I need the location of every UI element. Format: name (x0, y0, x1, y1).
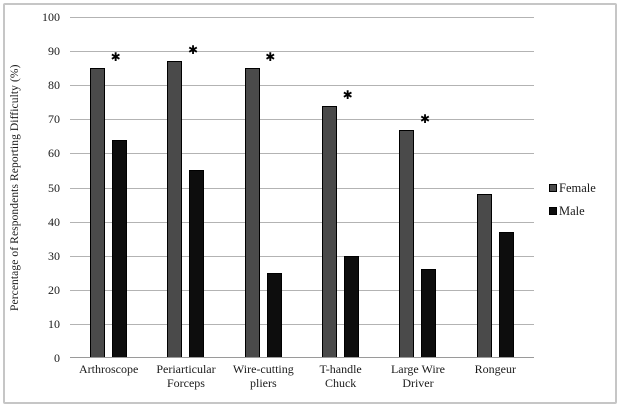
bar-female (399, 129, 415, 358)
bar-male (189, 170, 205, 358)
bar-female (90, 68, 106, 358)
y-tick-label: 100 (42, 10, 60, 24)
x-axis-category-labels: Arthroscope Periarticular Forceps Wire-cut… (70, 362, 534, 390)
x-category-label: Arthroscope (79, 362, 139, 376)
significance-asterisk: ✱ (187, 43, 199, 58)
bar-male (112, 139, 128, 358)
gridline (70, 221, 534, 223)
gridline (70, 289, 534, 291)
bar-male (498, 231, 514, 358)
x-axis-line (70, 357, 534, 358)
legend-item-female: Female (549, 182, 596, 195)
bar-group: ✱ (379, 17, 456, 358)
legend: Female Male (549, 182, 596, 217)
gridline (70, 119, 534, 121)
bar-male (421, 269, 437, 358)
legend-swatch-male (549, 206, 557, 215)
x-category-label: Wire-cutting pliers (232, 362, 294, 391)
bar-group: ✱ (225, 17, 302, 358)
y-tick-label: 30 (48, 248, 60, 263)
bar-female (476, 194, 492, 358)
plot-area: ✱ ✱ ✱ ✱ ✱ (70, 17, 534, 358)
x-category-label: Rongeur (474, 362, 516, 376)
x-category-label: Large Wire Driver (390, 362, 445, 391)
y-tick-label: 60 (48, 146, 60, 161)
gridline (70, 153, 534, 155)
gridline (70, 85, 534, 87)
gridline (70, 323, 534, 325)
bar-group: ✱ (70, 17, 147, 358)
y-tick-label: 10 (48, 316, 60, 331)
bar-female (322, 105, 338, 358)
x-category-label: T-handle Chuck (319, 362, 362, 391)
significance-asterisk: ✱ (110, 50, 121, 65)
gridline (70, 51, 534, 53)
bar-group: ✱ (147, 17, 224, 358)
y-axis-tick-labels: 0 10 20 30 40 50 60 70 80 90 100 (0, 11, 62, 364)
legend-label: Male (559, 203, 585, 218)
bar-group: ✱ (302, 17, 379, 358)
legend-label: Female (559, 181, 596, 195)
bar-female (244, 68, 260, 358)
gridline (70, 17, 534, 18)
x-category-label: Periarticular Forceps (156, 362, 216, 391)
significance-asterisk: ✱ (419, 111, 430, 126)
significance-asterisk: ✱ (342, 87, 353, 102)
y-tick-label: 80 (48, 78, 60, 93)
legend-swatch-female (549, 184, 557, 193)
bar-male (344, 255, 360, 358)
y-tick-label: 0 (54, 351, 60, 365)
bar-groups: ✱ ✱ ✱ ✱ ✱ (70, 17, 534, 358)
bar-male (266, 272, 282, 358)
y-tick-label: 90 (48, 44, 60, 59)
significance-asterisk: ✱ (265, 50, 276, 65)
gridline (70, 187, 534, 189)
y-tick-label: 70 (48, 112, 60, 127)
bar-female (167, 61, 183, 358)
legend-item-male: Male (549, 203, 596, 218)
bar-group (457, 17, 534, 358)
y-tick-label: 50 (48, 180, 60, 195)
y-tick-label: 20 (48, 282, 60, 297)
gridline (70, 255, 534, 257)
y-tick-label: 40 (48, 214, 60, 229)
